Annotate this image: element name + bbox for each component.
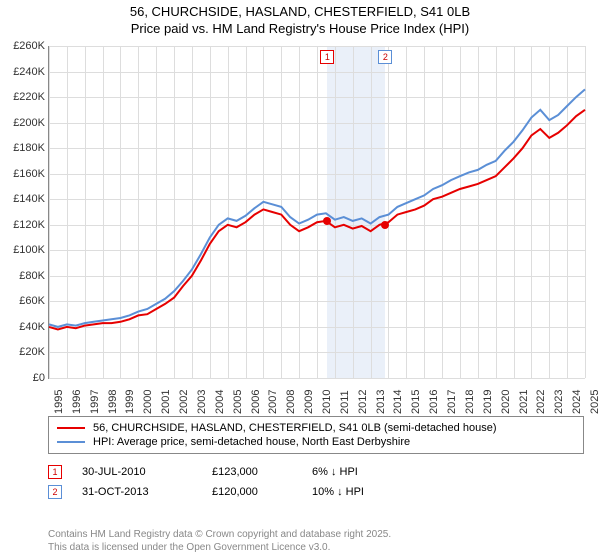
- x-axis-label: 2016: [428, 390, 440, 414]
- footer-line-2: This data is licensed under the Open Gov…: [48, 541, 391, 554]
- x-axis-label: 2015: [410, 390, 422, 414]
- y-axis-label: £60K: [0, 295, 45, 307]
- x-axis-label: 1999: [124, 390, 136, 414]
- y-axis-label: £160K: [0, 168, 45, 180]
- sale-diff: 10% ↓ HPI: [312, 486, 412, 498]
- sale-date: 30-JUL-2010: [82, 466, 192, 478]
- x-axis-label: 1997: [89, 390, 101, 414]
- x-axis-label: 2004: [214, 390, 226, 414]
- x-axis-label: 2002: [178, 390, 190, 414]
- legend-swatch: [57, 441, 85, 443]
- legend-label: 56, CHURCHSIDE, HASLAND, CHESTERFIELD, S…: [93, 422, 496, 434]
- footer-line-1: Contains HM Land Registry data © Crown c…: [48, 528, 391, 541]
- sale-dot: [323, 217, 331, 225]
- x-axis-label: 2003: [196, 390, 208, 414]
- sales-row: 1 30-JUL-2010 £123,000 6% ↓ HPI: [48, 462, 584, 482]
- x-axis-label: 2012: [357, 390, 369, 414]
- x-axis-label: 1998: [107, 390, 119, 414]
- gridline-h: [49, 378, 585, 379]
- sales-row: 2 31-OCT-2013 £120,000 10% ↓ HPI: [48, 482, 584, 502]
- x-axis-label: 2014: [392, 390, 404, 414]
- x-axis-label: 2006: [250, 390, 262, 414]
- x-axis-label: 2005: [232, 390, 244, 414]
- x-axis-label: 2019: [482, 390, 494, 414]
- series-line-property: [49, 110, 585, 330]
- legend-row: HPI: Average price, semi-detached house,…: [57, 435, 575, 449]
- chart-title: 56, CHURCHSIDE, HASLAND, CHESTERFIELD, S…: [0, 0, 600, 38]
- sale-marker-flag: 2: [378, 50, 392, 64]
- chart-container: 56, CHURCHSIDE, HASLAND, CHESTERFIELD, S…: [0, 0, 600, 560]
- x-axis-label: 2025: [589, 390, 600, 414]
- x-axis-label: 2023: [553, 390, 565, 414]
- chart-footer: Contains HM Land Registry data © Crown c…: [48, 528, 391, 554]
- x-axis-label: 2013: [375, 390, 387, 414]
- title-line-1: 56, CHURCHSIDE, HASLAND, CHESTERFIELD, S…: [0, 4, 600, 21]
- chart-legend: 56, CHURCHSIDE, HASLAND, CHESTERFIELD, S…: [48, 416, 584, 502]
- y-axis-label: £80K: [0, 270, 45, 282]
- x-axis-label: 2018: [464, 390, 476, 414]
- legend-row: 56, CHURCHSIDE, HASLAND, CHESTERFIELD, S…: [57, 421, 575, 435]
- x-axis-label: 2010: [321, 390, 333, 414]
- x-axis-label: 2008: [285, 390, 297, 414]
- sale-diff: 6% ↓ HPI: [312, 466, 412, 478]
- legend-swatch: [57, 427, 85, 429]
- x-axis-label: 2000: [142, 390, 154, 414]
- sale-date: 31-OCT-2013: [82, 486, 192, 498]
- x-axis-label: 2024: [571, 390, 583, 414]
- title-line-2: Price paid vs. HM Land Registry's House …: [0, 21, 600, 38]
- legend-box: 56, CHURCHSIDE, HASLAND, CHESTERFIELD, S…: [48, 416, 584, 454]
- series-line-hpi: [49, 89, 585, 327]
- y-axis-label: £20K: [0, 346, 45, 358]
- sale-price: £120,000: [212, 486, 292, 498]
- y-axis-label: £240K: [0, 66, 45, 78]
- x-axis-label: 2021: [518, 390, 530, 414]
- x-axis-label: 2017: [446, 390, 458, 414]
- sale-dot: [381, 221, 389, 229]
- sale-marker-box: 1: [48, 465, 62, 479]
- chart-plot-area: £0£20K£40K£60K£80K£100K£120K£140K£160K£1…: [48, 46, 585, 379]
- sale-marker-box: 2: [48, 485, 62, 499]
- y-axis-label: £220K: [0, 91, 45, 103]
- gridline-v: [585, 46, 586, 378]
- x-axis-label: 1996: [71, 390, 83, 414]
- x-axis-label: 2011: [339, 390, 351, 414]
- chart-lines-svg: [49, 46, 585, 378]
- x-axis-label: 2020: [500, 390, 512, 414]
- x-axis-label: 2001: [160, 390, 172, 414]
- sales-table: 1 30-JUL-2010 £123,000 6% ↓ HPI 2 31-OCT…: [48, 462, 584, 502]
- x-axis-label: 2009: [303, 390, 315, 414]
- x-axis-label: 2007: [267, 390, 279, 414]
- y-axis-label: £40K: [0, 321, 45, 333]
- sale-marker-flag: 1: [320, 50, 334, 64]
- y-axis-label: £0: [0, 372, 45, 384]
- y-axis-label: £140K: [0, 193, 45, 205]
- y-axis-label: £100K: [0, 244, 45, 256]
- y-axis-label: £120K: [0, 219, 45, 231]
- legend-label: HPI: Average price, semi-detached house,…: [93, 436, 410, 448]
- x-axis-label: 2022: [535, 390, 547, 414]
- x-axis-label: 1995: [53, 390, 65, 414]
- y-axis-label: £200K: [0, 117, 45, 129]
- y-axis-label: £180K: [0, 142, 45, 154]
- y-axis-label: £260K: [0, 40, 45, 52]
- sale-price: £123,000: [212, 466, 292, 478]
